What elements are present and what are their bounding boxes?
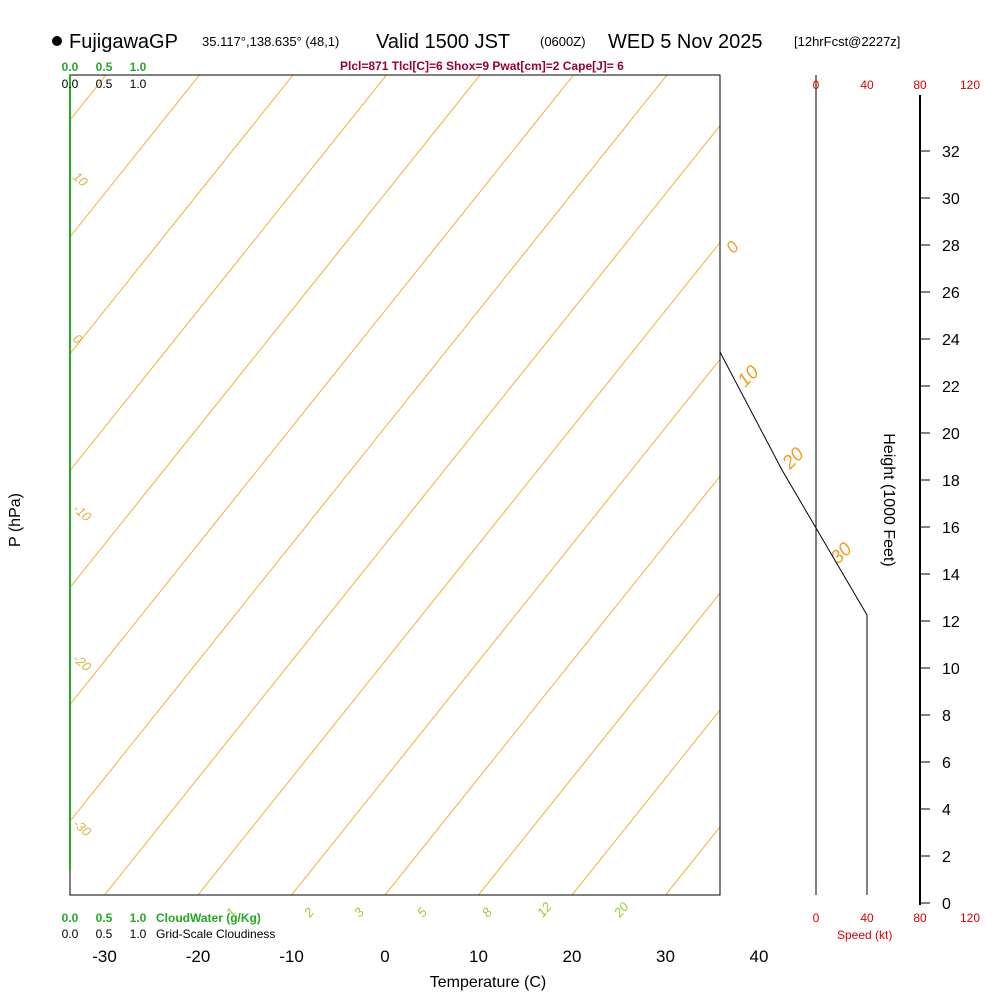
station-coords: 35.117°,138.635° (48,1) bbox=[202, 34, 339, 49]
speed-bottom-tick: 0 bbox=[813, 911, 820, 925]
plot-frame bbox=[69, 74, 721, 896]
valid-utc: (0600Z) bbox=[540, 34, 586, 49]
dry-adiabat-label: 10 bbox=[70, 169, 91, 190]
isotherm-line bbox=[197, 241, 720, 895]
speed-bottom-tick: 80 bbox=[913, 911, 927, 925]
mixing-ratio-label: 8 bbox=[479, 904, 496, 920]
station-marker-icon bbox=[52, 36, 62, 46]
cloud-ticks: 0.0 0.5 1.0 0.0 0.5 1.0 0.0 0.5 1.0 0.0 0.5 1.0 bbox=[62, 60, 147, 941]
cloudiness-top-tick: 0.0 bbox=[62, 77, 79, 91]
wind-panel-outline bbox=[719, 351, 868, 895]
speed-top-tick: 40 bbox=[860, 78, 874, 92]
height-tick-label: 28 bbox=[942, 238, 960, 255]
station-name: FujigawaGP bbox=[69, 31, 178, 53]
mixing-ratio-label: 5 bbox=[414, 904, 431, 920]
height-tick-label: 2 bbox=[942, 849, 951, 866]
temperature-tick-label: -10 bbox=[279, 947, 304, 966]
temperature-tick-label: 40 bbox=[750, 947, 769, 966]
height-tick-label: 24 bbox=[942, 332, 960, 349]
speed-top-tick: 0 bbox=[813, 78, 820, 92]
mixing-ratio-label: 12 bbox=[534, 899, 555, 920]
height-tick-label: 6 bbox=[942, 755, 951, 772]
temperature-tick-label: 30 bbox=[656, 947, 675, 966]
height-tick-label: 18 bbox=[942, 473, 960, 490]
height-tick-label: 26 bbox=[942, 285, 960, 302]
dry-adiabat-label: -30 bbox=[70, 816, 95, 840]
speed-top-tick: 80 bbox=[913, 78, 927, 92]
cloud-water-tick: 1.0 bbox=[130, 911, 147, 925]
cloud-water-tick: 0.0 bbox=[62, 911, 79, 925]
temperature-tick-label: -30 bbox=[92, 947, 117, 966]
cloud-water-tick: 0.5 bbox=[96, 911, 113, 925]
isotherm-line bbox=[70, 75, 294, 355]
mixing-ratio-label: 20 bbox=[610, 899, 632, 921]
cloud-water-label: CloudWater (g/Kg) bbox=[156, 911, 261, 925]
isotherm-line bbox=[104, 124, 720, 895]
height-tick-label: 4 bbox=[942, 802, 951, 819]
valid-date: WED 5 Nov 2025 bbox=[608, 31, 763, 53]
background-lines bbox=[0, 75, 1000, 895]
stability-indices: Plcl=871 Tlcl[C]=6 Shox=9 Pwat[cm]=2 Cap… bbox=[340, 59, 624, 73]
isotherm-line bbox=[759, 75, 1000, 895]
temperature-axis-label: Temperature (C) bbox=[430, 974, 546, 991]
pressure-axis-label: P (hPa) bbox=[7, 493, 24, 547]
height-tick-label: 10 bbox=[942, 661, 960, 678]
dry-adiabat-label: -20 bbox=[70, 651, 95, 675]
isotherm-line bbox=[70, 75, 200, 238]
isotherm-line bbox=[0, 75, 13, 895]
cloudiness-tick: 0.5 bbox=[96, 927, 113, 941]
isotherm-line bbox=[70, 75, 481, 589]
height-tick-label: 32 bbox=[942, 144, 960, 161]
temperature-tick-label: -20 bbox=[186, 947, 211, 966]
speed-axis-label: Speed (kt) bbox=[837, 928, 892, 942]
height-tick-label: 0 bbox=[942, 896, 951, 913]
temperature-tick-label: 0 bbox=[380, 947, 389, 966]
height-tick-label: 12 bbox=[942, 614, 960, 631]
cloudiness-tick: 0.0 bbox=[62, 927, 79, 941]
cloudiness-tick: 1.0 bbox=[130, 927, 147, 941]
dry-adiabat-label: 0 bbox=[70, 331, 86, 348]
cloud-water-top-tick: 0.0 bbox=[62, 60, 79, 74]
mixing-ratio-label: 3 bbox=[351, 904, 368, 920]
height-tick-label: 22 bbox=[942, 379, 960, 396]
isotherm-line bbox=[70, 75, 574, 706]
temperature-tick-label: 10 bbox=[469, 947, 488, 966]
speed-bottom-tick: 120 bbox=[960, 911, 980, 925]
cloudiness-label: Grid-Scale Cloudiness bbox=[156, 927, 275, 941]
isotherm-line bbox=[571, 709, 720, 895]
cloudiness-top-tick: 1.0 bbox=[130, 77, 147, 91]
isotherm-line bbox=[384, 475, 720, 895]
temperature-tick-label: 20 bbox=[563, 947, 582, 966]
speed-top-tick: 120 bbox=[960, 78, 980, 92]
isotherm-line bbox=[70, 75, 387, 472]
height-tick-label: 30 bbox=[942, 191, 960, 208]
isotherm-line bbox=[70, 75, 668, 823]
height-tick-label: 20 bbox=[942, 426, 960, 443]
speed-bottom-tick: 40 bbox=[860, 911, 874, 925]
moist-adiabat-label: 20 bbox=[778, 443, 809, 474]
isotherm-line bbox=[70, 75, 107, 121]
height-tick-label: 16 bbox=[942, 520, 960, 537]
cloud-water-top-tick: 1.0 bbox=[130, 60, 147, 74]
temperature-axis: -30 -20 -10 0 10 20 30 40 bbox=[92, 947, 768, 966]
mixing-ratio-label: 2 bbox=[300, 904, 317, 921]
height-axis-label: Height (1000 Feet) bbox=[880, 433, 897, 566]
cloud-water-top-tick: 0.5 bbox=[96, 60, 113, 74]
valid-time: Valid 1500 JST bbox=[376, 31, 510, 53]
forecast-info: [12hrFcst@2227z] bbox=[794, 34, 900, 49]
cloudiness-top-tick: 0.5 bbox=[96, 77, 113, 91]
isotherm-line bbox=[478, 592, 720, 895]
height-tick-label: 14 bbox=[942, 567, 960, 584]
dry-adiabat-label: -10 bbox=[70, 501, 95, 525]
isotherm-line bbox=[291, 358, 720, 895]
height-tick-label: 8 bbox=[942, 708, 951, 725]
isotherm-label: 0 bbox=[722, 237, 743, 257]
